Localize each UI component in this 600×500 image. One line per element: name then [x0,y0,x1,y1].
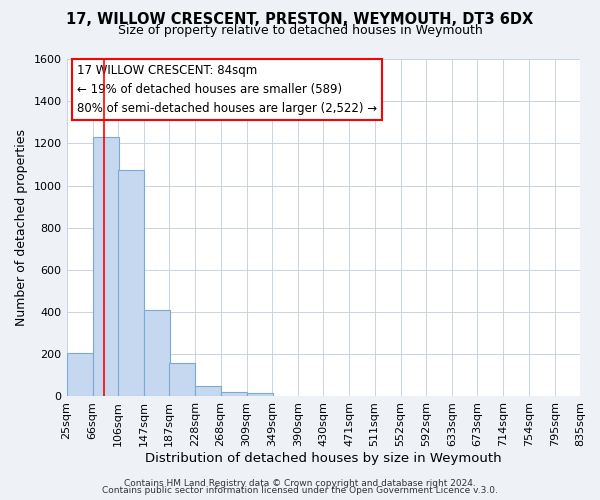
Bar [92,137,119,396]
Bar [221,392,247,396]
Bar [144,310,170,396]
Text: Contains public sector information licensed under the Open Government Licence v.: Contains public sector information licen… [102,486,498,495]
Bar [247,394,272,396]
Text: Size of property relative to detached houses in Weymouth: Size of property relative to detached ho… [118,24,482,37]
Bar [67,353,92,397]
Bar [169,362,195,396]
Y-axis label: Number of detached properties: Number of detached properties [15,129,28,326]
Bar [118,170,144,396]
X-axis label: Distribution of detached houses by size in Weymouth: Distribution of detached houses by size … [145,452,502,465]
Bar [195,386,221,396]
Text: Contains HM Land Registry data © Crown copyright and database right 2024.: Contains HM Land Registry data © Crown c… [124,478,476,488]
Text: 17 WILLOW CRESCENT: 84sqm
← 19% of detached houses are smaller (589)
80% of semi: 17 WILLOW CRESCENT: 84sqm ← 19% of detac… [77,64,377,115]
Text: 17, WILLOW CRESCENT, PRESTON, WEYMOUTH, DT3 6DX: 17, WILLOW CRESCENT, PRESTON, WEYMOUTH, … [67,12,533,28]
